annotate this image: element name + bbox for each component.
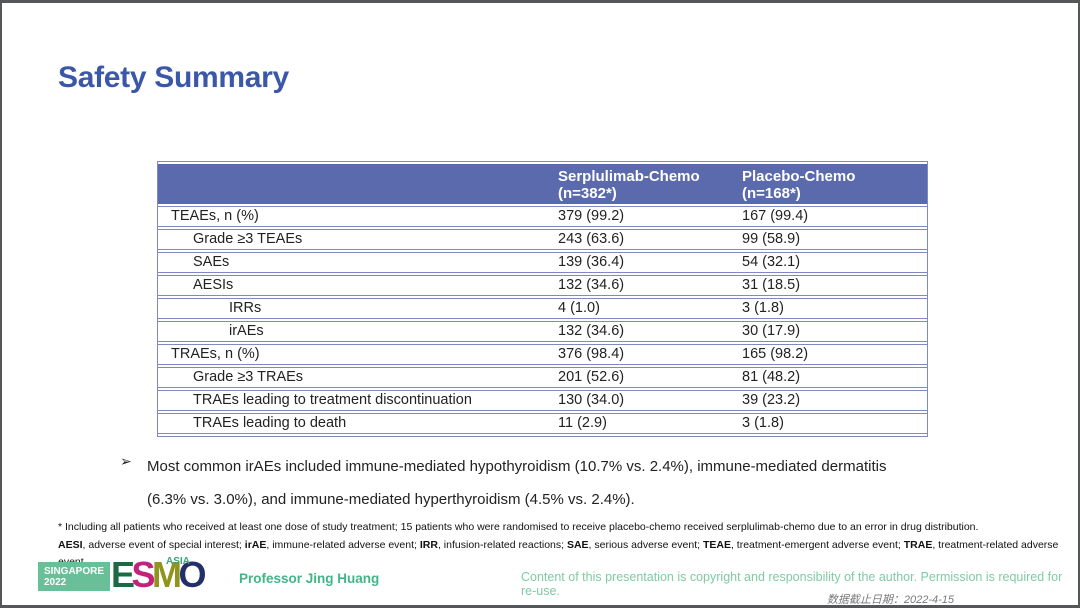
esmo-letter: O <box>178 554 207 595</box>
serplulimab-value: 243 (63.6) <box>543 229 733 250</box>
serplulimab-value: 132 (34.6) <box>543 275 733 296</box>
table-row: TEAEs, n (%) 379 (99.2) 167 (99.4) <box>158 206 927 227</box>
footnote-abbreviations: AESI, adverse event of special interest;… <box>58 538 1059 569</box>
presenter-name: Professor Jing Huang <box>239 571 380 586</box>
serplulimab-value: 376 (98.4) <box>543 344 733 365</box>
table-row: TRAEs leading to death 11 (2.9) 3 (1.8) <box>158 413 927 434</box>
safety-summary-table: Serplulimab-Chemo (n=382*) Placebo-Chemo… <box>157 161 928 437</box>
esmo-letter: E <box>111 554 135 595</box>
esmo-letter: S <box>131 554 156 595</box>
table-row: TRAEs, n (%) 376 (98.4) 165 (98.2) <box>158 344 927 365</box>
safety-table-body: TEAEs, n (%) 379 (99.2) 167 (99.4) Grade ≥3… <box>158 206 927 434</box>
esmo-asia-label: ASIA <box>166 556 190 567</box>
table-header-empty-cell <box>158 164 543 204</box>
row-label: IRRs <box>158 298 543 319</box>
row-label: TRAEs, n (%) <box>158 344 543 365</box>
data-cutoff-date: 数据截止日期：2022-4-15 <box>826 594 954 606</box>
placebo-value: 54 (32.1) <box>733 252 927 273</box>
placebo-value: 31 (18.5) <box>733 275 927 296</box>
copyright-notice: Content of this presentation is copyrigh… <box>521 570 1063 598</box>
placebo-value: 30 (17.9) <box>733 321 927 342</box>
footnote-asterisk: * Including all patients who received at… <box>58 521 979 533</box>
row-label: irAEs <box>158 321 543 342</box>
serplulimab-value: 201 (52.6) <box>543 367 733 388</box>
slide-title: Safety Summary <box>58 61 289 94</box>
esmo-logo: ESMO <box>111 557 206 593</box>
row-label: TEAEs, n (%) <box>158 206 543 227</box>
key-finding-bullet: ➢ Most common irAEs included immune-medi… <box>120 450 925 516</box>
placebo-value: 3 (1.8) <box>733 298 927 319</box>
serplulimab-value: 139 (36.4) <box>543 252 733 273</box>
table-header-row: Serplulimab-Chemo (n=382*) Placebo-Chemo… <box>158 164 927 204</box>
row-label: AESIs <box>158 275 543 296</box>
table-row: Grade ≥3 TEAEs 243 (63.6) 99 (58.9) <box>158 229 927 250</box>
row-label: Grade ≥3 TRAEs <box>158 367 543 388</box>
table-header-placebo-chemo: Placebo-Chemo (n=168*) <box>733 164 927 204</box>
esmo-singapore-2022-badge: SINGAPORE 2022 <box>38 562 110 591</box>
footnotes: * Including all patients who received at… <box>58 519 1078 572</box>
placebo-value: 165 (98.2) <box>733 344 927 365</box>
placebo-value: 81 (48.2) <box>733 367 927 388</box>
serplulimab-value: 11 (2.9) <box>543 413 733 434</box>
serplulimab-value: 132 (34.6) <box>543 321 733 342</box>
serplulimab-value: 130 (34.0) <box>543 390 733 411</box>
table-header-serplulimab-chemo: Serplulimab-Chemo (n=382*) <box>543 164 733 204</box>
placebo-value: 39 (23.2) <box>733 390 927 411</box>
row-label: SAEs <box>158 252 543 273</box>
bullet-text: Most common irAEs included immune-mediat… <box>147 458 887 508</box>
placebo-value: 167 (99.4) <box>733 206 927 227</box>
table-row: TRAEs leading to treatment discontinuati… <box>158 390 927 411</box>
table-row: AESIs 132 (34.6) 31 (18.5) <box>158 275 927 296</box>
row-label: Grade ≥3 TEAEs <box>158 229 543 250</box>
row-label: TRAEs leading to death <box>158 413 543 434</box>
placebo-value: 3 (1.8) <box>733 413 927 434</box>
table-row: irAEs 132 (34.6) 30 (17.9) <box>158 321 927 342</box>
table-row: IRRs 4 (1.0) 3 (1.8) <box>158 298 927 319</box>
esmo-letter: M <box>152 554 182 595</box>
placebo-value: 99 (58.9) <box>733 229 927 250</box>
bullet-arrow-icon: ➢ <box>120 453 132 469</box>
row-label: TRAEs leading to treatment discontinuati… <box>158 390 543 411</box>
serplulimab-value: 379 (99.2) <box>543 206 733 227</box>
table-row: SAEs 139 (36.4) 54 (32.1) <box>158 252 927 273</box>
table-row: Grade ≥3 TRAEs 201 (52.6) 81 (48.2) <box>158 367 927 388</box>
serplulimab-value: 4 (1.0) <box>543 298 733 319</box>
